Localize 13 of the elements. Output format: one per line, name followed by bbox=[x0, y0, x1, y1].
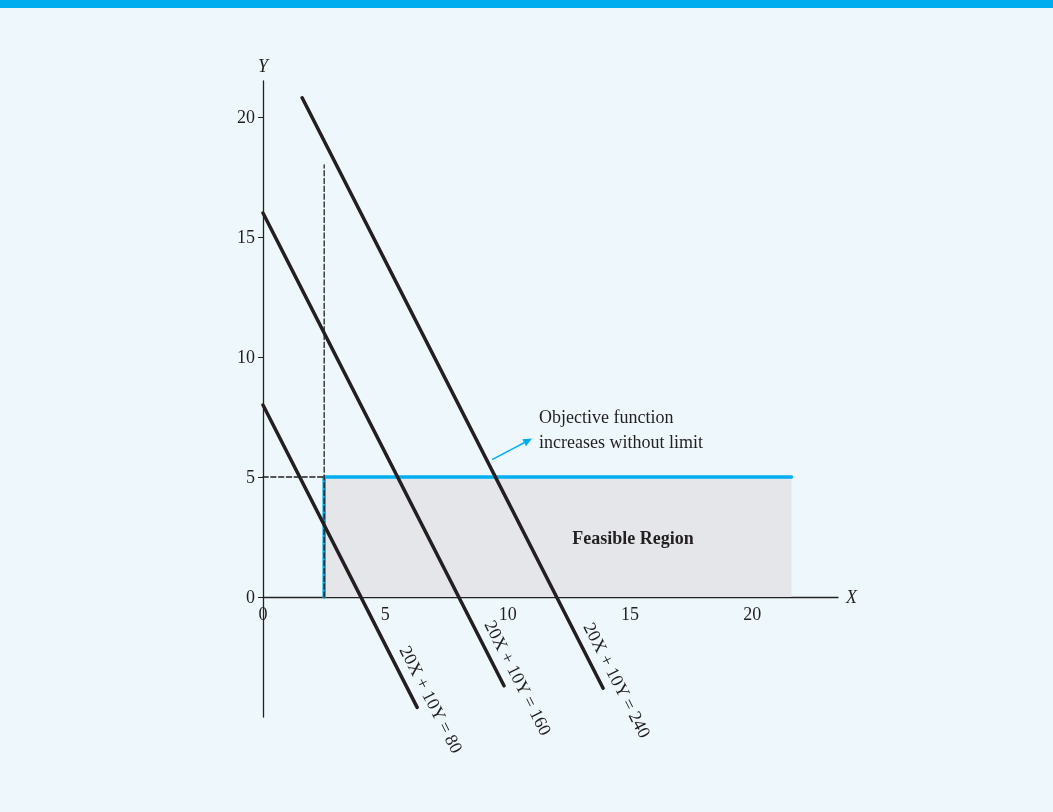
text: 20X + 10Y = 80 bbox=[395, 642, 467, 757]
y-tick-label: 10 bbox=[237, 347, 255, 367]
annotation: Feasible Region bbox=[572, 528, 694, 548]
y-tick-label: 15 bbox=[237, 227, 255, 247]
y-tick-label: 0 bbox=[246, 587, 255, 607]
x-tick-label: 10 bbox=[498, 604, 517, 624]
x-axis-title: X bbox=[845, 587, 858, 607]
y-tick-label: 20 bbox=[237, 107, 255, 127]
x-tick-label: 5 bbox=[380, 604, 390, 624]
x-tick-label: 20 bbox=[743, 604, 762, 624]
y-tick-label: 5 bbox=[246, 467, 255, 487]
annotation: Objective function increases without limit bbox=[539, 407, 704, 453]
y-axis-title: Y bbox=[257, 56, 270, 76]
